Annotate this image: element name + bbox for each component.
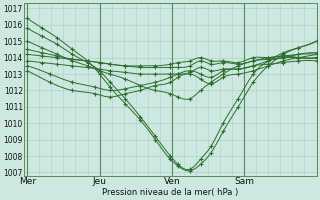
X-axis label: Pression niveau de la mer( hPa ): Pression niveau de la mer( hPa ) xyxy=(102,188,238,197)
